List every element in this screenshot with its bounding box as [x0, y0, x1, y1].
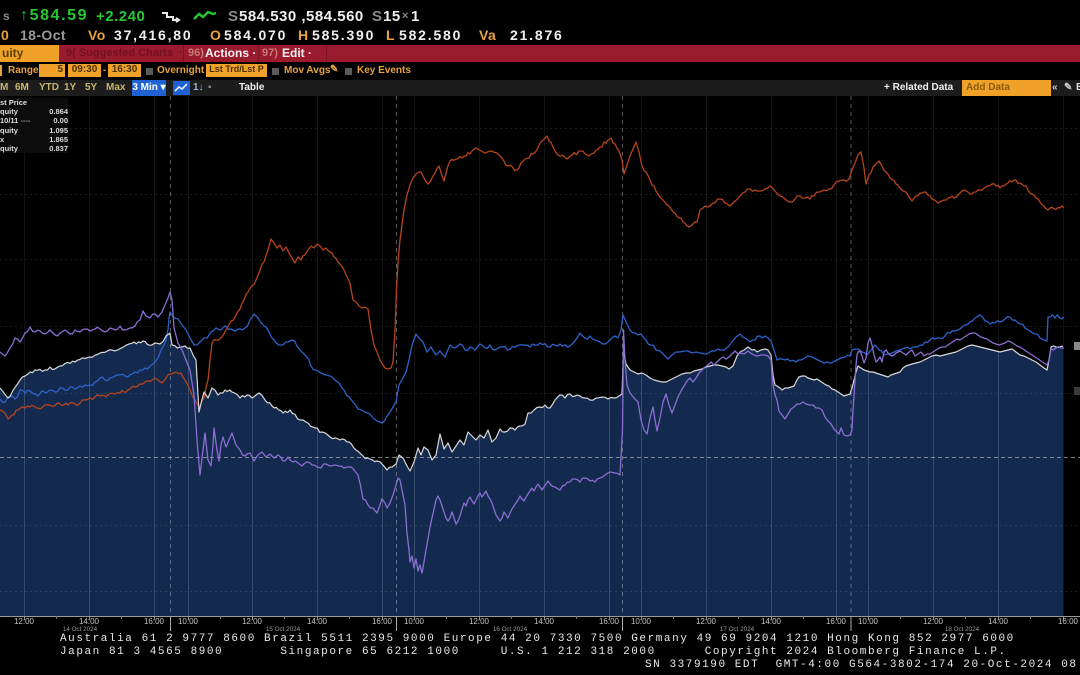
- svg-text:14:00: 14:00: [79, 617, 100, 626]
- svg-text:14:00: 14:00: [761, 617, 782, 626]
- svg-text:12:00: 12:00: [696, 617, 717, 626]
- svg-text:10:00: 10:00: [631, 617, 652, 626]
- svg-text:10:00: 10:00: [178, 617, 199, 626]
- svg-text:16 Oct 2024: 16 Oct 2024: [493, 626, 528, 632]
- svg-text:12:00: 12:00: [242, 617, 263, 626]
- svg-text:14:00: 14:00: [307, 617, 328, 626]
- svg-text:16:00: 16:00: [599, 617, 620, 626]
- svg-text:12:00: 12:00: [14, 617, 35, 626]
- svg-text:15 Oct 2024: 15 Oct 2024: [266, 626, 301, 632]
- svg-text:18 Oct 2024: 18 Oct 2024: [945, 626, 980, 632]
- svg-text:12:00: 12:00: [469, 617, 490, 626]
- svg-text:17 Oct 2024: 17 Oct 2024: [720, 626, 755, 632]
- svg-text:16:00: 16:00: [826, 617, 847, 626]
- svg-text:16:00: 16:00: [372, 617, 393, 626]
- svg-text:12:00: 12:00: [923, 617, 944, 626]
- svg-text:10:00: 10:00: [858, 617, 879, 626]
- svg-text:14 Oct 2024: 14 Oct 2024: [63, 626, 98, 632]
- svg-text:14:00: 14:00: [534, 617, 555, 626]
- svg-text:16:00: 16:00: [1058, 617, 1079, 626]
- svg-text:14:00: 14:00: [988, 617, 1009, 626]
- svg-text:10:00: 10:00: [404, 617, 425, 626]
- svg-text:16:00: 16:00: [144, 617, 165, 626]
